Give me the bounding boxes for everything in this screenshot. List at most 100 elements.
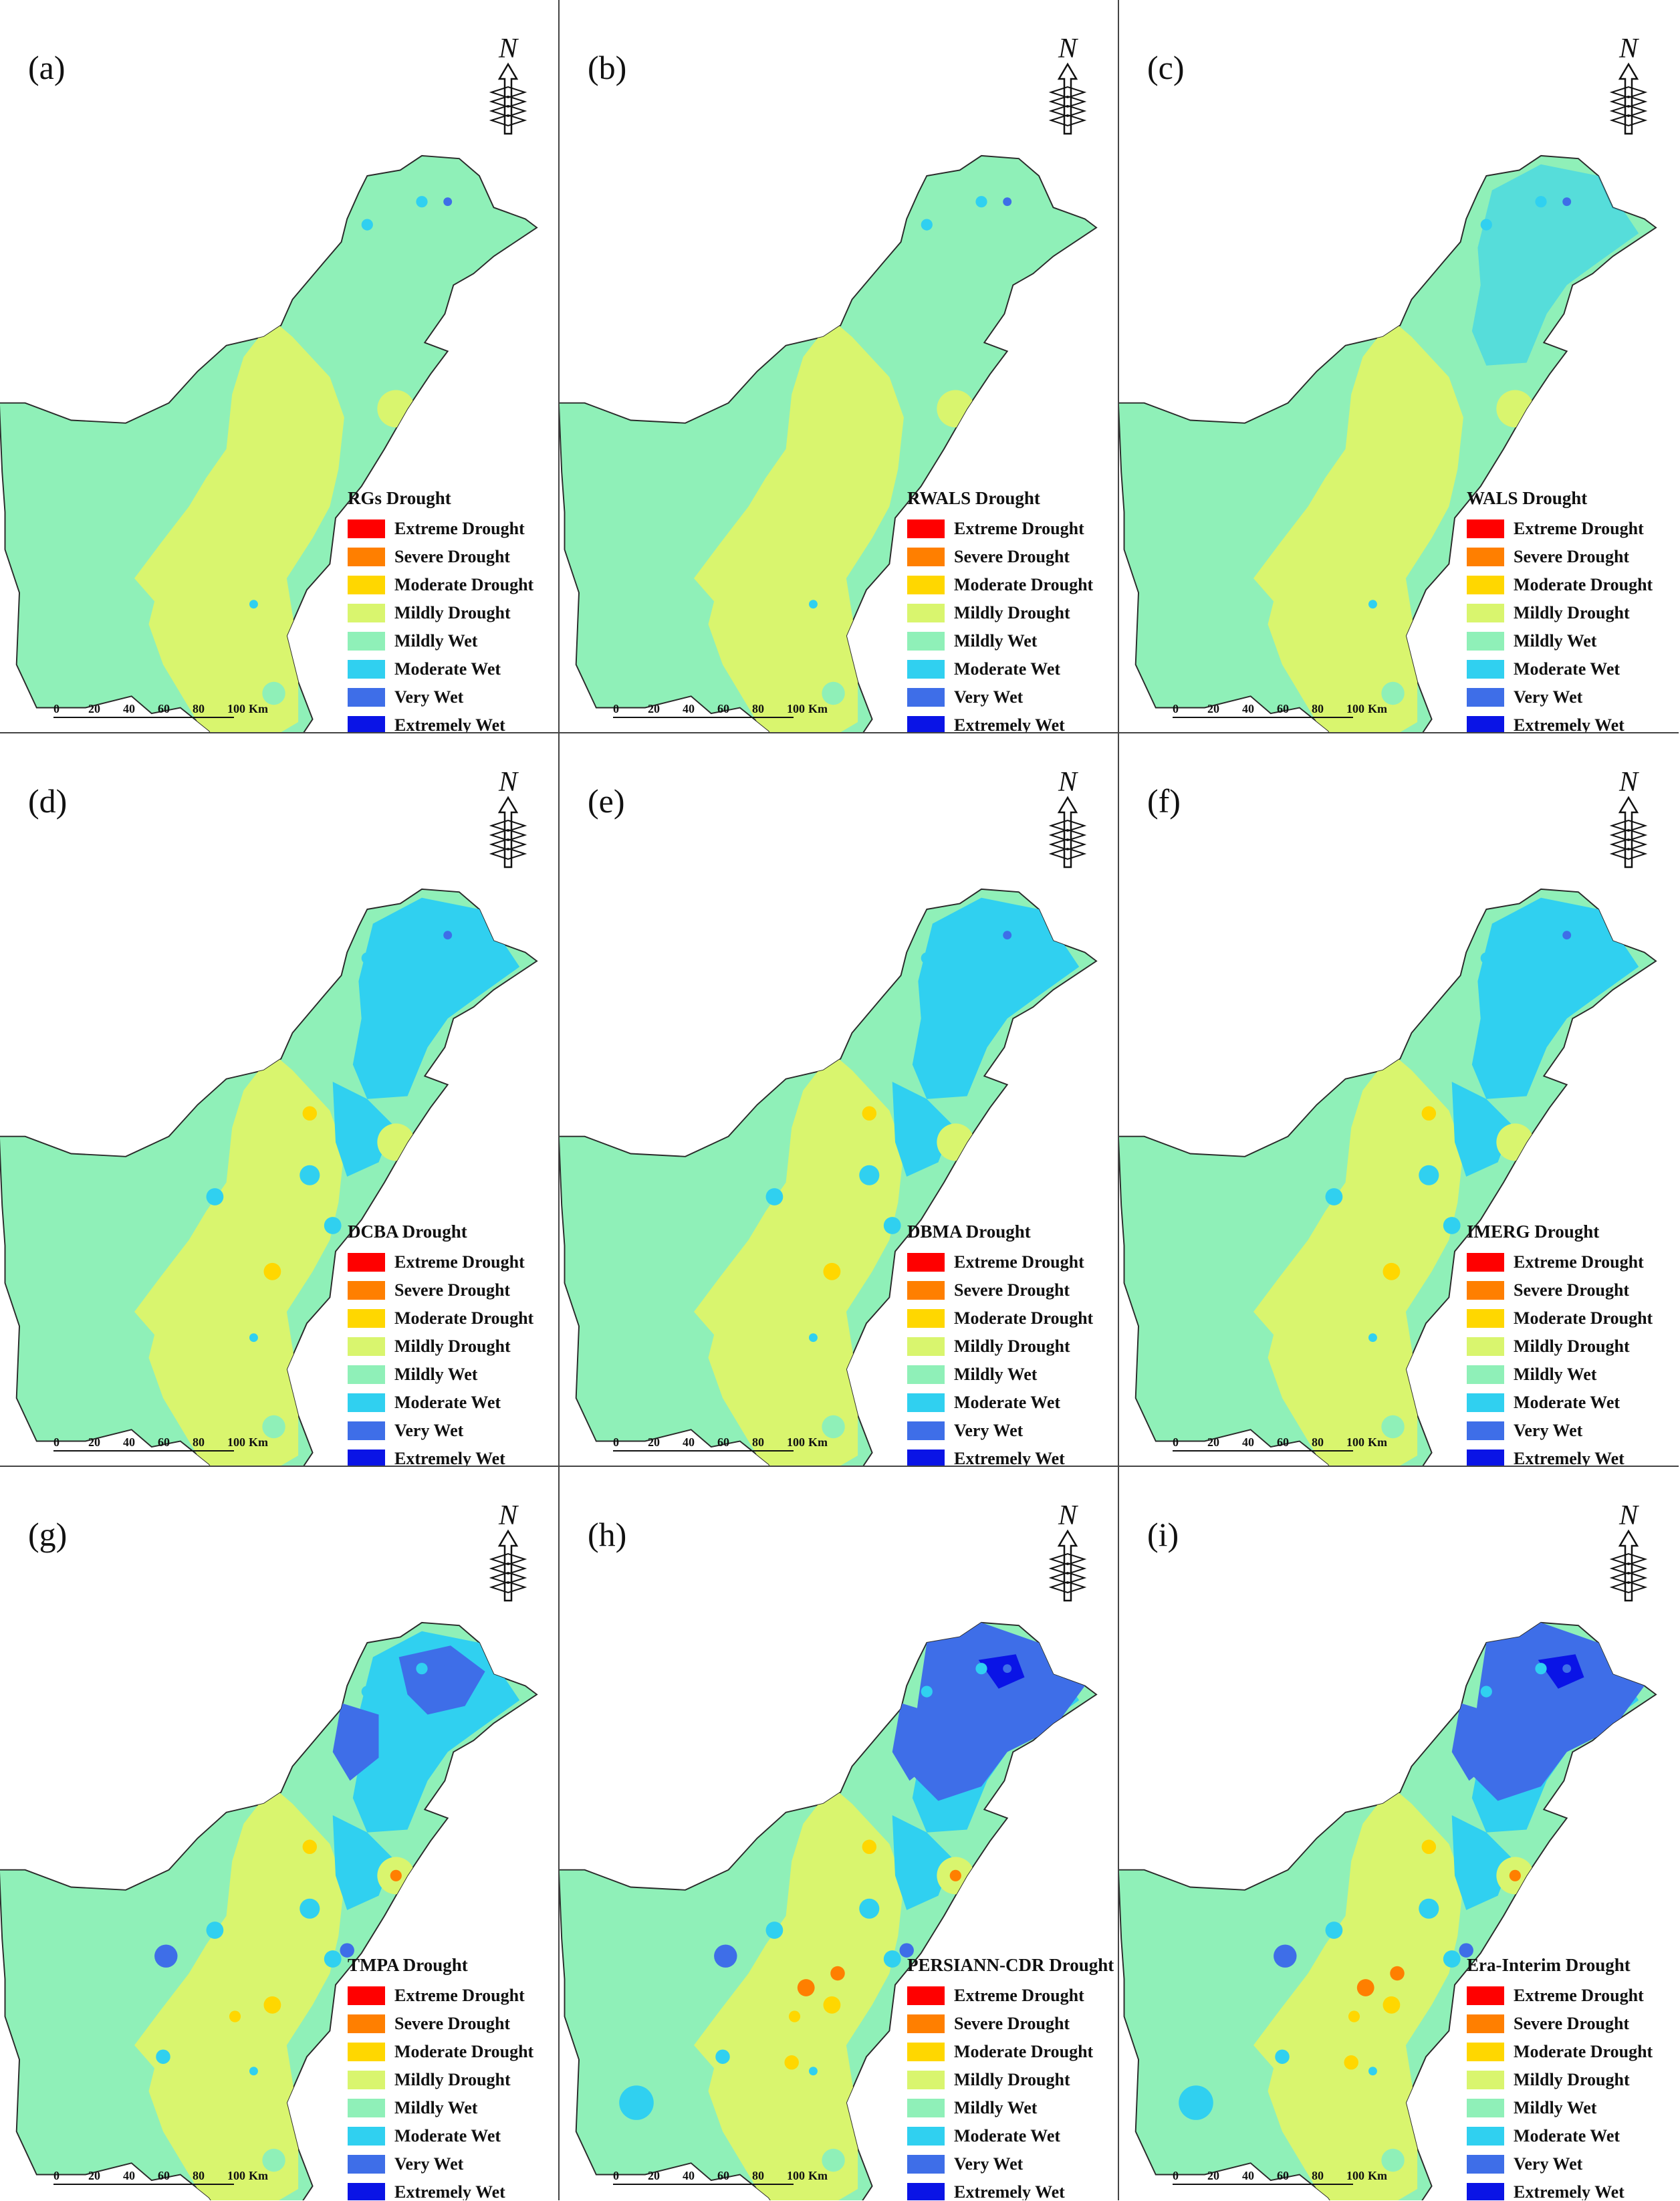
very-wet-region: [332, 1703, 379, 1781]
anomaly-spot: [823, 1262, 841, 1280]
legend-label: Mildly Wet: [1514, 631, 1597, 651]
legend-swatch: [348, 2183, 385, 2200]
legend-swatch: [1467, 2099, 1504, 2117]
legend-item: Extreme Drought: [348, 515, 555, 543]
legend-swatch: [348, 1309, 385, 1328]
anomaly-spot: [1325, 1188, 1343, 1205]
legend-swatch: [1467, 660, 1504, 679]
scale-line: [613, 2184, 794, 2185]
map-svg: [0, 888, 538, 1466]
legend-item: Severe Drought: [348, 1276, 555, 1304]
scale-line: [53, 1450, 234, 1452]
north-arrow-icon: N: [1605, 1502, 1652, 1609]
scale-tick: 0: [613, 2169, 619, 2182]
very-wet-region: [1469, 1622, 1645, 1801]
map-panel: (f) N IMERG Drought Extreme Drought Severe D…: [1119, 733, 1679, 1467]
scale-unit: Km: [808, 702, 828, 715]
anomaly-spot: [249, 1333, 258, 1343]
legend-item: Moderate Wet: [348, 2122, 555, 2150]
anomaly-spot: [1496, 1123, 1534, 1161]
legend-swatch: [348, 2071, 385, 2089]
legend-item: Mildly Wet: [348, 1361, 555, 1389]
north-letter: N: [498, 33, 517, 64]
north-arrow-icon: N: [1605, 35, 1652, 142]
legend-label: Mildly Wet: [954, 1365, 1038, 1384]
legend-label: Extreme Drought: [1514, 519, 1644, 538]
extremely-wet-region: [1538, 1654, 1584, 1689]
legend-swatch: [1467, 1253, 1504, 1272]
legend-label: Extremely Wet: [394, 715, 505, 733]
anomaly-spot: [1381, 1415, 1405, 1439]
legend-swatch: [1467, 1365, 1504, 1384]
legend-label: Extremely Wet: [1514, 1449, 1625, 1467]
anomaly-spot: [883, 1217, 901, 1234]
anomaly-spot: [206, 1188, 224, 1205]
legend-item: Extremely Wet: [348, 711, 555, 733]
scale-bar: 0 20 40 60 80 100 Km: [613, 2169, 828, 2186]
anomaly-spot: [797, 1979, 815, 1996]
scale-tick: 100: [787, 1435, 805, 1449]
pakistan-map: [560, 1621, 1098, 2200]
anomaly-spot: [859, 1898, 880, 1919]
legend-label: Extremely Wet: [954, 2182, 1065, 2200]
anomaly-spot: [937, 1123, 975, 1161]
scale-tick: 0: [1173, 1435, 1179, 1449]
legend-item: Very Wet: [907, 683, 1114, 711]
scale-tick: 60: [158, 2169, 170, 2182]
anomaly-spot: [1368, 1333, 1377, 1343]
scale-line: [53, 717, 234, 718]
panel-label: (a): [28, 49, 66, 86]
legend-title: IMERG Drought: [1467, 1222, 1600, 1242]
legend-swatch: [1467, 519, 1504, 538]
anomaly-spot: [1419, 1165, 1439, 1185]
legend-item: Extremely Wet: [907, 2178, 1114, 2200]
scale-line: [1173, 717, 1353, 718]
anomaly-spot: [823, 1996, 841, 2014]
anomaly-spot: [249, 600, 258, 609]
anomaly-spot: [1419, 1898, 1439, 1919]
legend-label: Moderate Drought: [954, 1308, 1094, 1328]
anomaly-spot: [249, 2067, 258, 2076]
anomaly-spot: [1535, 196, 1547, 208]
legend-item: Moderate Wet: [1467, 2122, 1674, 2150]
legend-label: Mildly Wet: [1514, 2098, 1597, 2117]
anomaly-spot: [921, 1686, 933, 1698]
legend-label: Severe Drought: [394, 2014, 511, 2033]
legend-label: Mildly Drought: [1514, 1337, 1630, 1356]
scale-tick: 100: [787, 2169, 805, 2182]
legend-swatch: [348, 716, 385, 732]
legend-swatch: [348, 1450, 385, 1466]
panel-label: (c): [1147, 49, 1185, 86]
anomaly-spot: [619, 2085, 654, 2120]
anomaly-spot: [263, 1262, 281, 1280]
legend-title: TMPA Drought: [348, 1955, 468, 1975]
legend-item: Extreme Drought: [348, 1248, 555, 1276]
legend-item: Extreme Drought: [907, 1248, 1114, 1276]
legend-title: RWALS Drought: [907, 488, 1040, 508]
legend-label: Very Wet: [1514, 687, 1583, 707]
legend-item: Moderate Wet: [348, 655, 555, 683]
legend-swatch: [348, 1421, 385, 1440]
legend: DBMA Drought Extreme Drought Severe Drough…: [907, 1222, 1114, 1467]
legend-item: Mildly Drought: [1467, 1333, 1674, 1361]
scale-line: [613, 717, 794, 718]
legend-item: Mildly Drought: [348, 1333, 555, 1361]
legend-label: Extremely Wet: [394, 1449, 505, 1467]
legend-label: Extremely Wet: [394, 2182, 505, 2200]
legend-label: Mildly Wet: [394, 631, 478, 651]
map-panel: (h) N PERSIANN-CDR Drought Extreme Drought S…: [560, 1467, 1119, 2200]
legend-label: Moderate Drought: [1514, 575, 1653, 594]
map-panel: (b) N RWALS Drought Extreme Drought Severe D…: [560, 0, 1119, 733]
scale-unit: Km: [1368, 2169, 1387, 2182]
anomaly-spot: [324, 1217, 342, 1234]
anomaly-spot: [262, 1415, 285, 1439]
legend-label: Mildly Wet: [954, 631, 1038, 651]
legend-label: Extremely Wet: [954, 1449, 1065, 1467]
anomaly-spot: [1443, 1217, 1461, 1234]
anomaly-spot: [302, 1106, 318, 1121]
anomaly-spot: [830, 1966, 845, 1981]
scale-tick: 60: [158, 702, 170, 715]
scale-tick: 40: [123, 1435, 135, 1449]
scale-line: [1173, 2184, 1353, 2185]
scale-tick: 40: [1242, 702, 1254, 715]
